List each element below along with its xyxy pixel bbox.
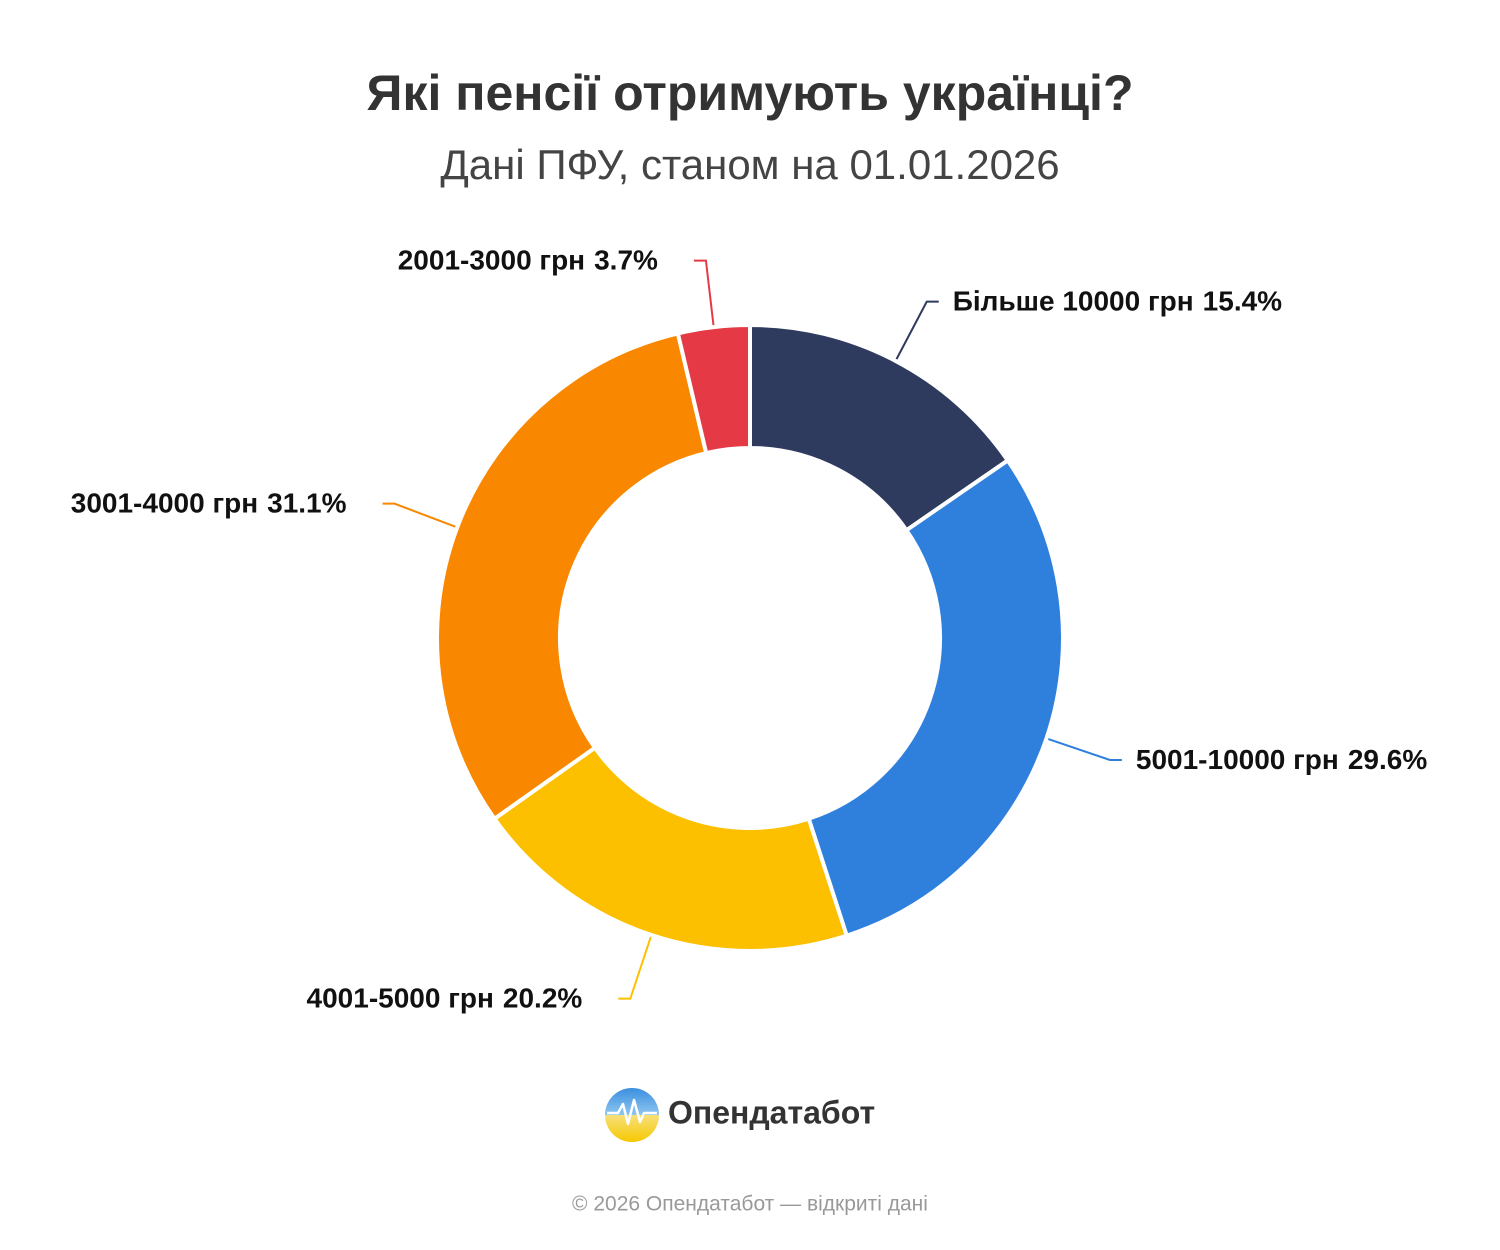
label-category: 4001-5000 грн xyxy=(307,983,494,1014)
leader-line xyxy=(618,936,652,1000)
label-value: 3.7% xyxy=(594,245,658,276)
label-category: 3001-4000 грн xyxy=(71,488,258,519)
chart-title: Які пенсії отримують українці? xyxy=(367,65,1134,121)
logo: Опендатабот xyxy=(605,1088,875,1142)
brand-name: Опендатабот xyxy=(668,1094,875,1130)
logo-wave xyxy=(607,1098,657,1126)
leader-line xyxy=(693,259,715,326)
label-category: 2001-3000 грн xyxy=(398,245,585,276)
label-category: Більше 10000 грн xyxy=(953,286,1194,317)
data-label: 2001-3000 грн 3.7% xyxy=(398,245,658,276)
label-value: 29.6% xyxy=(1348,744,1427,775)
label-value: 20.2% xyxy=(503,983,582,1014)
label-value: 15.4% xyxy=(1203,286,1282,317)
chart-subtitle: Дані ПФУ, станом на 01.01.2026 xyxy=(440,141,1059,188)
donut-slice xyxy=(675,323,752,456)
logo-icon xyxy=(605,1088,659,1142)
donut-slice xyxy=(435,331,709,821)
donut-slice xyxy=(806,458,1066,938)
label-value: 31.1% xyxy=(267,488,346,519)
data-label: Більше 10000 грн 15.4% xyxy=(953,286,1282,317)
leader-line xyxy=(382,502,456,528)
data-label: 5001-10000 грн 29.6% xyxy=(1136,744,1427,775)
leader-line xyxy=(1048,738,1122,761)
leader-line xyxy=(895,300,939,360)
donut-slice xyxy=(492,745,849,953)
label-category: 5001-10000 грн xyxy=(1136,744,1339,775)
footer: © 2026 Опендатабот — відкриті дані xyxy=(572,1193,928,1216)
data-label: 4001-5000 грн 20.2% xyxy=(307,983,583,1014)
data-label: 3001-4000 грн 31.1% xyxy=(71,488,347,519)
